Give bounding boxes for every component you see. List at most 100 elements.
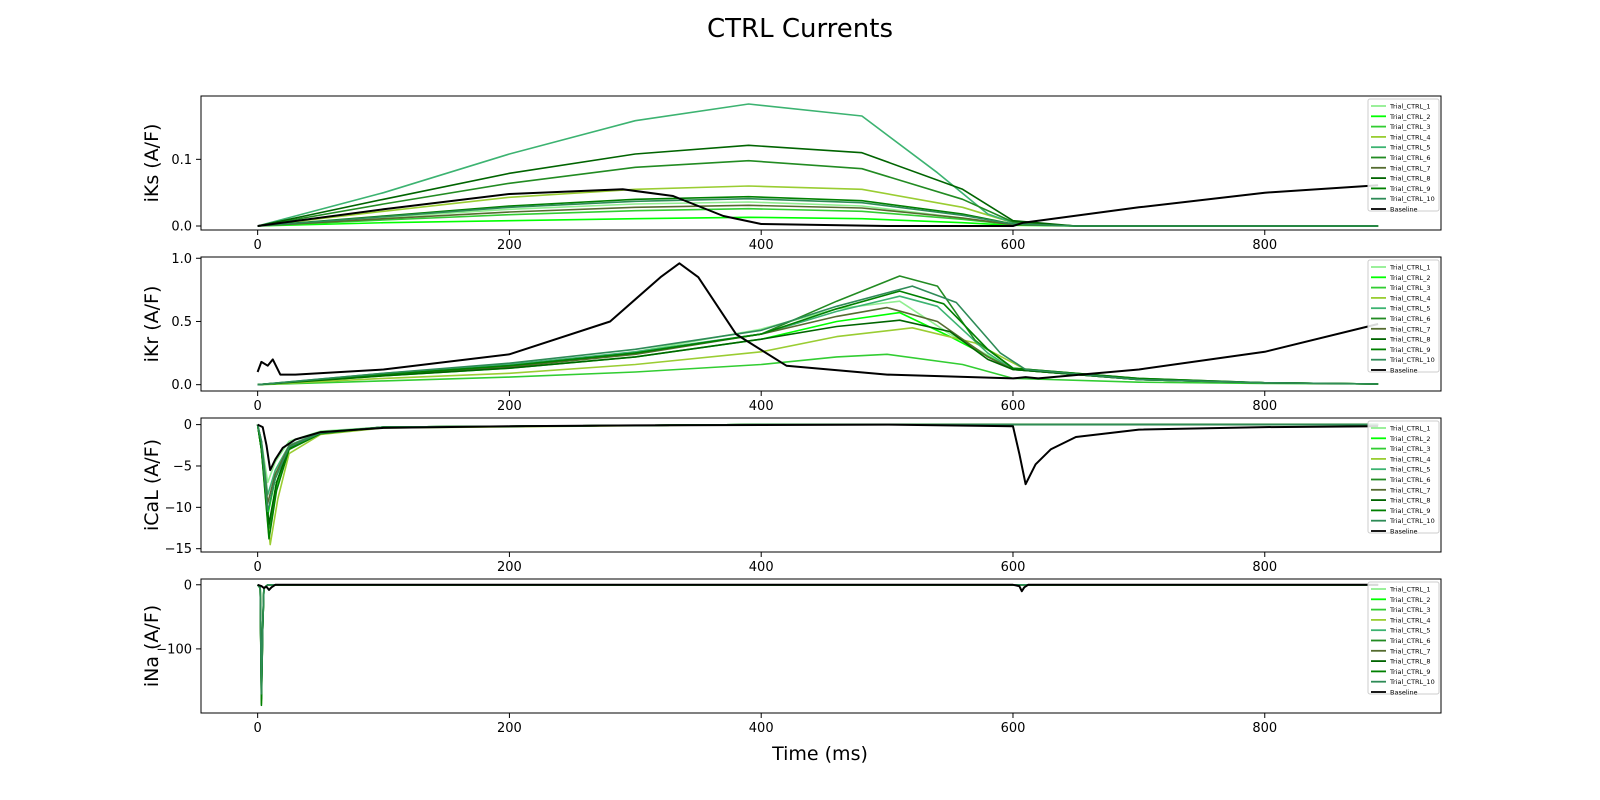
legend: Trial_CTRL_1 Trial_CTRL_2 Trial_CTRL_3 Tria… bbox=[1367, 420, 1440, 536]
legend: Trial_CTRL_1 Trial_CTRL_2 Trial_CTRL_3 Tria… bbox=[1367, 98, 1440, 214]
series-line-baseline bbox=[257, 423, 1379, 486]
legend-label: Trial_CTRL_3 bbox=[1389, 123, 1431, 131]
legend-label: Trial_CTRL_1 bbox=[1389, 425, 1431, 433]
y-axis-label: iNa (A/F) bbox=[141, 605, 163, 687]
series-line-trial-ctrl-8 bbox=[257, 144, 1379, 227]
y-tick-label: 0.0 bbox=[171, 220, 192, 235]
legend-label: Trial_CTRL_4 bbox=[1389, 294, 1431, 302]
y-tick-label: −15 bbox=[165, 542, 192, 557]
legend-label: Trial_CTRL_4 bbox=[1389, 455, 1431, 463]
y-tick-label: 0 bbox=[184, 418, 192, 433]
legend-label: Trial_CTRL_6 bbox=[1389, 154, 1431, 162]
y-axis-label: iKr (A/F) bbox=[141, 286, 163, 363]
series-line-trial-ctrl-3 bbox=[257, 353, 1379, 386]
y-axis-label: iCaL (A/F) bbox=[141, 439, 163, 531]
x-axis-label: Time (ms) bbox=[771, 743, 868, 765]
legend-label: Trial_CTRL_2 bbox=[1389, 596, 1431, 604]
series-line-baseline bbox=[257, 184, 1379, 227]
subplots: 0 200 400 600 800 0.0 0.1 iKs (A/F) Trial_CTRL_1… bbox=[141, 95, 1442, 736]
legend-label: Trial_CTRL_7 bbox=[1389, 325, 1431, 333]
x-tick-label: 0 bbox=[254, 399, 262, 414]
series-line-trial-ctrl-7 bbox=[256, 423, 1379, 505]
x-tick-label: 800 bbox=[1252, 560, 1277, 575]
legend-label: Trial_CTRL_5 bbox=[1389, 144, 1431, 152]
legend-label: Trial_CTRL_9 bbox=[1389, 668, 1431, 676]
y-tick-label: −5 bbox=[173, 459, 192, 474]
x-tick-label: 400 bbox=[749, 399, 774, 414]
series-line-trial-ctrl-8 bbox=[256, 583, 1379, 700]
series-line-trial-ctrl-9 bbox=[256, 583, 1379, 707]
axes-frame bbox=[200, 256, 1442, 392]
legend-label: Baseline bbox=[1390, 689, 1418, 697]
x-tick-label: 600 bbox=[1001, 560, 1026, 575]
x-tick-label: 200 bbox=[497, 560, 522, 575]
series-line-trial-ctrl-4 bbox=[257, 326, 1379, 386]
series-line-trial-ctrl-4 bbox=[257, 185, 1379, 227]
legend: Trial_CTRL_1 Trial_CTRL_2 Trial_CTRL_3 Tria… bbox=[1367, 581, 1440, 697]
legend-label: Trial_CTRL_4 bbox=[1389, 616, 1431, 624]
series-line-trial-ctrl-8 bbox=[256, 423, 1379, 525]
x-tick-label: 800 bbox=[1252, 238, 1277, 253]
series-line-trial-ctrl-3 bbox=[257, 207, 1379, 227]
x-tick-label: 200 bbox=[497, 399, 522, 414]
series-line-trial-ctrl-1 bbox=[256, 423, 1379, 484]
legend-label: Trial_CTRL_2 bbox=[1389, 113, 1431, 121]
legend-label: Trial_CTRL_6 bbox=[1389, 476, 1431, 484]
series-line-trial-ctrl-2 bbox=[256, 583, 1379, 689]
legend-label: Trial_CTRL_9 bbox=[1389, 507, 1431, 515]
y-axis-label: iKs (A/F) bbox=[141, 124, 163, 203]
series-line-trial-ctrl-5 bbox=[256, 583, 1379, 682]
axes-frame bbox=[200, 417, 1442, 553]
series-line-trial-ctrl-10 bbox=[256, 583, 1379, 695]
legend-label: Trial_CTRL_5 bbox=[1389, 466, 1431, 474]
legend-label: Trial_CTRL_4 bbox=[1389, 133, 1431, 141]
x-tick-label: 600 bbox=[1001, 399, 1026, 414]
series-line-trial-ctrl-7 bbox=[256, 583, 1379, 692]
legend-label: Trial_CTRL_8 bbox=[1389, 658, 1431, 666]
series-line-trial-ctrl-6 bbox=[256, 423, 1379, 529]
figure-title: CTRL Currents bbox=[707, 14, 893, 44]
legend-label: Trial_CTRL_10 bbox=[1389, 678, 1435, 686]
series-group bbox=[256, 262, 1379, 386]
legend-label: Trial_CTRL_8 bbox=[1389, 175, 1431, 183]
legend-label: Trial_CTRL_1 bbox=[1389, 103, 1431, 111]
legend-label: Trial_CTRL_6 bbox=[1389, 315, 1431, 323]
subplot-2: 0 200 400 600 800 0.0 0.5 1.0 iKr (A/F) Trial_CTR… bbox=[141, 252, 1442, 414]
axes-frame bbox=[200, 95, 1442, 231]
x-tick-label: 400 bbox=[749, 238, 774, 253]
legend-label: Trial_CTRL_1 bbox=[1389, 264, 1431, 272]
series-line-trial-ctrl-9 bbox=[257, 290, 1379, 386]
series-line-trial-ctrl-5 bbox=[256, 423, 1379, 496]
legend-label: Trial_CTRL_10 bbox=[1389, 517, 1435, 525]
legend-label: Trial_CTRL_5 bbox=[1389, 305, 1431, 313]
legend-label: Trial_CTRL_10 bbox=[1389, 195, 1435, 203]
legend-label: Trial_CTRL_3 bbox=[1389, 445, 1431, 453]
series-line-trial-ctrl-2 bbox=[256, 423, 1379, 517]
legend-label: Baseline bbox=[1390, 528, 1418, 536]
axes-frame bbox=[200, 578, 1442, 714]
legend: Trial_CTRL_1 Trial_CTRL_2 Trial_CTRL_3 Tria… bbox=[1367, 259, 1440, 375]
series-line-trial-ctrl-10 bbox=[257, 197, 1379, 227]
y-tick-label: 0 bbox=[184, 578, 192, 593]
x-tick-label: 800 bbox=[1252, 399, 1277, 414]
legend-label: Trial_CTRL_10 bbox=[1389, 356, 1435, 364]
series-line-trial-ctrl-10 bbox=[256, 423, 1379, 513]
legend-label: Trial_CTRL_3 bbox=[1389, 606, 1431, 614]
legend-label: Trial_CTRL_6 bbox=[1389, 637, 1431, 645]
y-tick-label: 1.0 bbox=[171, 252, 192, 267]
x-tick-label: 400 bbox=[749, 721, 774, 736]
x-tick-label: 0 bbox=[254, 238, 262, 253]
series-line-trial-ctrl-1 bbox=[256, 583, 1379, 676]
legend-label: Baseline bbox=[1390, 206, 1418, 214]
legend-label: Trial_CTRL_8 bbox=[1389, 336, 1431, 344]
legend-label: Trial_CTRL_5 bbox=[1389, 627, 1431, 635]
series-line-trial-ctrl-8 bbox=[257, 319, 1379, 386]
legend-label: Baseline bbox=[1390, 367, 1418, 375]
series-line-trial-ctrl-3 bbox=[256, 583, 1379, 698]
subplot-1: 0 200 400 600 800 0.0 0.1 iKs (A/F) Trial_CTRL_1… bbox=[141, 95, 1442, 253]
y-tick-label: −100 bbox=[156, 642, 192, 657]
legend-label: Trial_CTRL_2 bbox=[1389, 274, 1431, 282]
legend-label: Trial_CTRL_1 bbox=[1389, 586, 1431, 594]
